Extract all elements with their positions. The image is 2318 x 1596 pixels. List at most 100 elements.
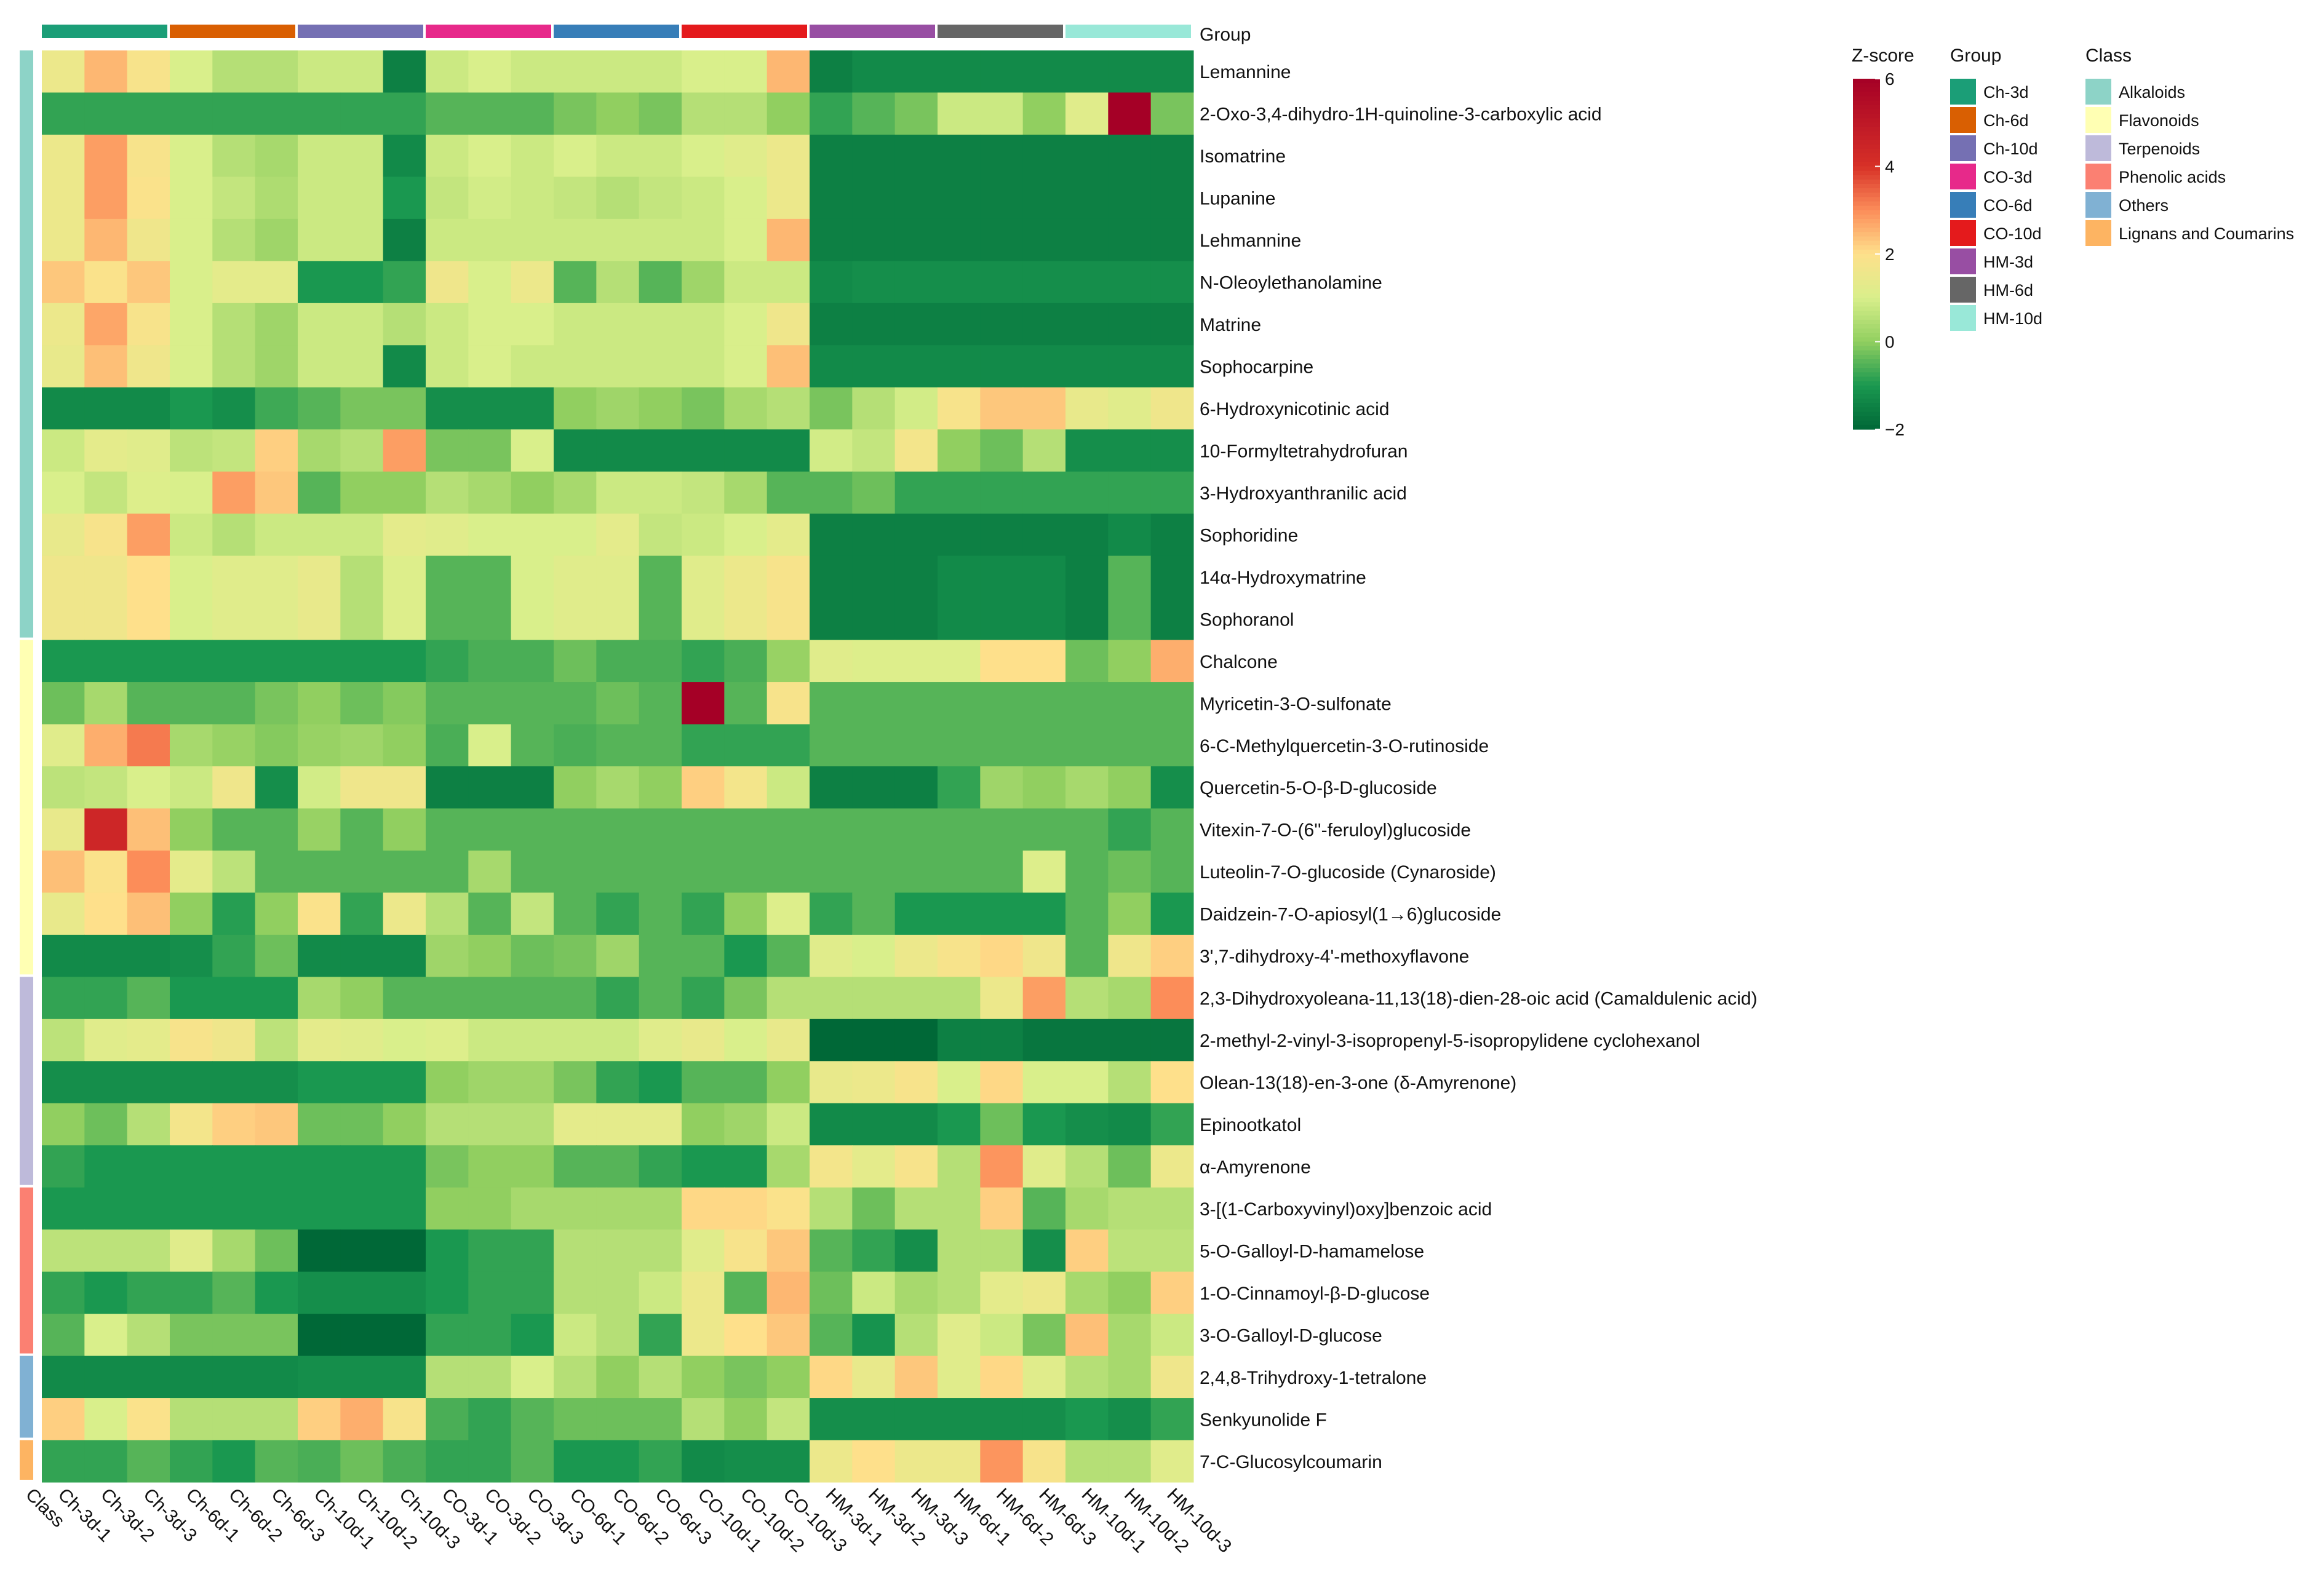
heatmap-cell [511,92,554,135]
heatmap-cell [1065,1229,1109,1272]
heatmap-cell [1022,1314,1066,1357]
heatmap-cell [298,50,341,93]
heatmap-cell [980,471,1024,514]
heatmap-cell [938,471,981,514]
heatmap-cell [383,724,426,767]
heatmap-cell [127,934,170,977]
heatmap-cell [42,1103,85,1146]
heatmap-cell [810,1187,853,1230]
colorbar-segment [1853,302,1880,308]
heatmap-cell [596,892,640,935]
heatmap-cell [298,1356,341,1399]
heatmap-cell [1108,1356,1152,1399]
heatmap-cell [980,934,1024,977]
heatmap-cell [511,892,554,935]
heatmap-cell [426,808,469,851]
colorbar-segment [1853,381,1880,386]
heatmap-cell [212,218,256,261]
heatmap-cell [894,50,938,93]
heatmap-cell [980,682,1024,725]
heatmap-cell [212,1271,256,1314]
heatmap-cell [639,177,682,220]
heatmap-cell [383,345,426,388]
heatmap-cell [1108,1187,1152,1230]
heatmap-cell [1108,261,1152,304]
heatmap-cell [938,387,981,430]
heatmap-cell [42,808,85,851]
legend-swatch [1950,164,1976,189]
heatmap-cell [84,1440,128,1483]
heatmap-cell [938,1187,981,1230]
heatmap-cell [682,555,725,598]
heatmap-cell [554,640,597,683]
heatmap-cell [212,50,256,93]
heatmap-cell [938,1229,981,1272]
row-label: 2-Oxo-3,4-dihydro-1H-quinoline-3-carboxy… [1200,105,1602,125]
heatmap-cell [127,808,170,851]
heatmap-cell [894,1145,938,1188]
heatmap-cell [511,598,554,641]
heatmap-cell [1065,640,1109,683]
heatmap-cell [639,134,682,177]
heatmap-cell [170,934,213,977]
heatmap-cell [852,471,896,514]
colorbar-segment [1853,201,1880,207]
colorbar-segment [1853,236,1880,242]
row-label: Daidzein-7-O-apiosyl(1→6)glucoside [1200,905,1501,925]
colorbar-segment [1853,263,1880,268]
heatmap-cell [170,598,213,641]
heatmap-cell [894,766,938,809]
heatmap-cell [84,555,128,598]
heatmap-cell [852,682,896,725]
heatmap-cell [170,1018,213,1062]
heatmap-cell [1150,682,1194,725]
heatmap-cell [810,1271,853,1314]
legend-swatch [2085,107,2111,133]
heatmap-cell [596,177,640,220]
heatmap-cell [980,1314,1024,1357]
heatmap-cell [426,218,469,261]
heatmap-cell [1150,345,1194,388]
row-label: 2-methyl-2-vinyl-3-isopropenyl-5-isoprop… [1200,1031,1700,1051]
heatmap-cell [383,1018,426,1062]
colorbar-segment [1853,403,1880,408]
heatmap-cell [724,92,768,135]
heatmap-cell [810,1229,853,1272]
heatmap-cell [1150,1061,1194,1104]
heatmap-cell [383,934,426,977]
heatmap-cell [1022,303,1066,346]
heatmap-cell [767,1440,810,1483]
heatmap-cell [724,514,768,557]
heatmap-cell [468,1271,512,1314]
heatmap-cell [127,387,170,430]
legend-swatch [2085,79,2111,105]
heatmap-cell [212,429,256,472]
heatmap-cell [682,92,725,135]
heatmap-cell [84,1061,128,1104]
heatmap-cell [383,1145,426,1188]
heatmap-cell [724,850,768,893]
colorbar-segment [1853,114,1880,119]
heatmap-cell [84,1271,128,1314]
heatmap-cell [127,92,170,135]
heatmap-cell [426,1187,469,1230]
heatmap-cell [767,261,810,304]
colorbar-segment [1853,346,1880,351]
heatmap-cell [383,1103,426,1146]
heatmap-cell [298,1018,341,1062]
heatmap-cell [84,1145,128,1188]
heatmap-cell [212,514,256,557]
heatmap-cell [170,640,213,683]
heatmap-cell [852,724,896,767]
heatmap-cell [426,261,469,304]
heatmap-cell [255,1440,298,1483]
heatmap-cell [511,1018,554,1062]
heatmap-cell [298,850,341,893]
heatmap-cell [894,514,938,557]
colorbar-segment [1853,249,1880,255]
row-label: Isomatrine [1200,146,1286,167]
heatmap-cell [511,1103,554,1146]
heatmap-cell [1065,261,1109,304]
heatmap-cell [468,1229,512,1272]
